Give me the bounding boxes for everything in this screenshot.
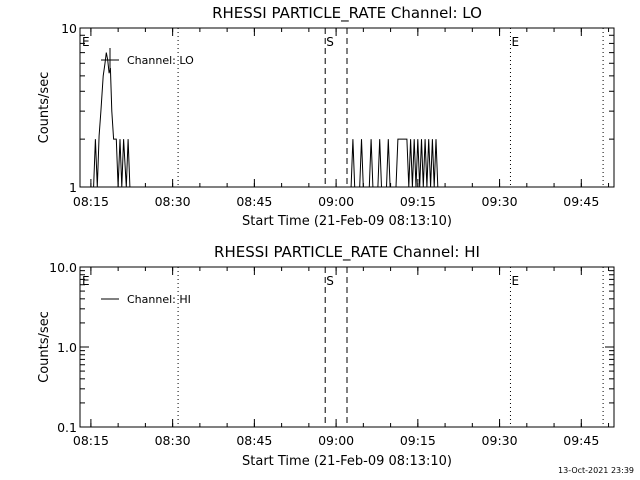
y-tick-label: 1 <box>69 180 77 195</box>
event-marker-label: E <box>511 35 519 49</box>
x-tick-label: 09:00 <box>318 194 354 209</box>
x-tick-label: 08:15 <box>73 433 109 448</box>
y-axis-label: Counts/sec <box>37 311 52 383</box>
x-tick-label: 09:45 <box>563 433 599 448</box>
plot-timestamp: 13-Oct-2021 23:39 <box>558 466 634 475</box>
data-series-line <box>93 52 439 188</box>
event-marker-label: E <box>82 274 90 288</box>
y-tick-label: 10 <box>61 21 77 36</box>
x-tick-label: 09:15 <box>400 194 436 209</box>
chart-title: RHESSI PARTICLE_RATE Channel: LO <box>212 4 482 23</box>
chart-panel-1: RHESSI PARTICLE_RATE Channel: LO 1 10 08:15… <box>37 4 615 229</box>
x-tick-label: 09:30 <box>482 433 518 448</box>
x-tick-label: 08:45 <box>236 433 272 448</box>
x-tick-label: 08:15 <box>73 194 109 209</box>
chart-panel-2: RHESSI PARTICLE_RATE Channel: HI 0.1 1.0 10… <box>37 243 615 469</box>
event-marker-label: S <box>326 35 334 49</box>
event-marker-label: E <box>82 35 90 49</box>
x-tick-label: 09:15 <box>400 433 436 448</box>
x-axis-label: Start Time (21-Feb-09 08:13:10) <box>242 214 452 229</box>
y-tick-label: 0.1 <box>57 420 77 435</box>
x-tick-label: 09:00 <box>318 433 354 448</box>
y-tick-label: 1.0 <box>57 340 77 355</box>
y-tick-label: 10.0 <box>49 260 77 275</box>
y-axis-label: Counts/sec <box>37 72 52 144</box>
x-tick-label: 09:45 <box>563 194 599 209</box>
x-tick-label: 09:30 <box>482 194 518 209</box>
legend-label: Channel: LO <box>127 54 194 67</box>
event-marker-label: E <box>511 274 519 288</box>
x-axis-label: Start Time (21-Feb-09 08:13:10) <box>242 454 452 469</box>
x-tick-label: 08:30 <box>155 194 191 209</box>
x-tick-label: 08:30 <box>155 433 191 448</box>
event-marker-label: S <box>326 274 334 288</box>
x-tick-label: 08:45 <box>236 194 272 209</box>
legend-label: Channel: HI <box>127 293 191 306</box>
chart-title: RHESSI PARTICLE_RATE Channel: HI <box>214 243 480 262</box>
